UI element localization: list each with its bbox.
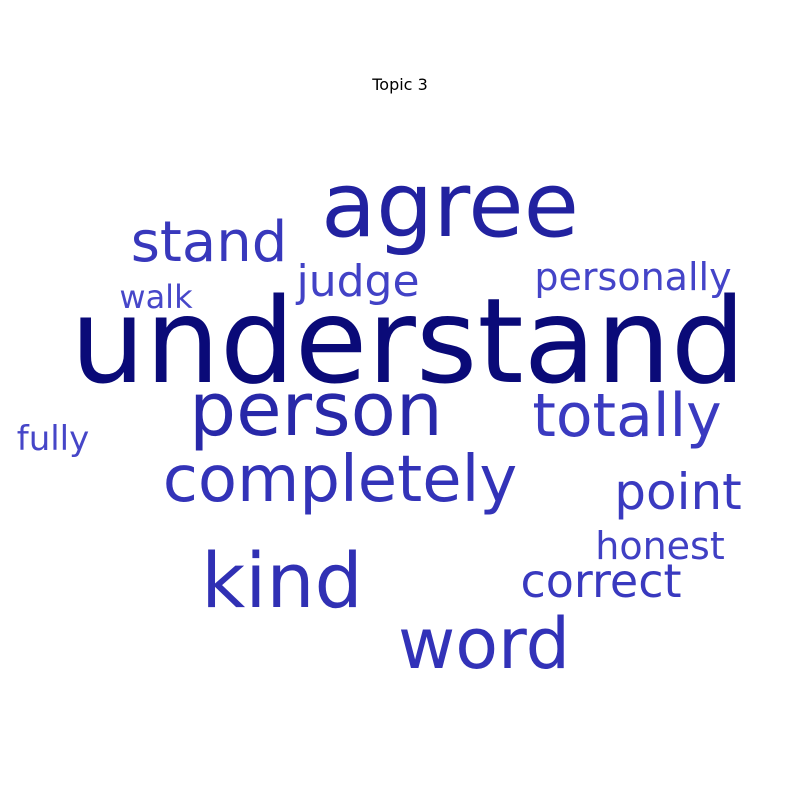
word-totally: totally bbox=[532, 381, 721, 451]
word-completely: completely bbox=[163, 443, 518, 517]
word-stand: stand bbox=[131, 210, 288, 275]
word-understand: understand bbox=[70, 272, 745, 410]
word-walk: walk bbox=[119, 278, 193, 316]
word-word: word bbox=[398, 603, 570, 685]
word-person: person bbox=[189, 367, 443, 453]
word-personally: personally bbox=[534, 255, 731, 299]
word-agree: agree bbox=[321, 153, 579, 258]
word-point: point bbox=[614, 463, 742, 521]
word-judge: judge bbox=[295, 256, 419, 307]
word-correct: correct bbox=[520, 554, 681, 608]
word-kind: kind bbox=[201, 536, 363, 625]
word-fully: fully bbox=[17, 419, 90, 459]
word-honest: honest bbox=[595, 524, 725, 568]
chart-title: Topic 3 bbox=[372, 75, 428, 94]
